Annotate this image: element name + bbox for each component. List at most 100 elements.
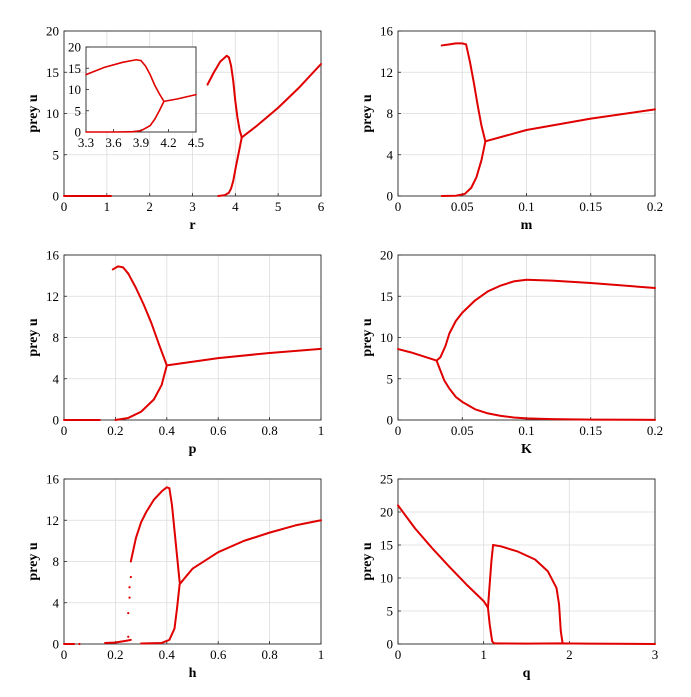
y-tick-label: 10 <box>68 82 81 97</box>
data-series <box>397 278 656 421</box>
y-tick-label: 0 <box>53 637 60 652</box>
x-tick-label: 0.2 <box>647 199 663 214</box>
y-tick-label: 5 <box>387 371 394 386</box>
x-tick-label: 0.05 <box>451 423 474 438</box>
y-tick-label: 10 <box>46 106 59 121</box>
x-tick-label: 0.4 <box>159 423 176 438</box>
x-tick-label: 3.3 <box>78 135 94 150</box>
series-branch <box>140 583 181 645</box>
y-tick-label: 0 <box>53 413 60 428</box>
y-tick-label: 15 <box>68 61 81 76</box>
y-tick-label: 10 <box>380 571 393 586</box>
series-branch <box>440 42 468 47</box>
series-branch <box>440 140 487 197</box>
series-branch <box>435 359 656 421</box>
x-axis-label: m <box>521 218 533 233</box>
panel-q: 0 1 2 3 0 5 10 15 20 25 q prey u <box>360 472 658 682</box>
y-tick-label: 20 <box>380 505 393 520</box>
x-tick-label: 0.6 <box>210 647 227 662</box>
series-branch <box>397 348 438 362</box>
y-tick-label: 5 <box>53 147 60 162</box>
series-branch <box>178 519 322 586</box>
plot-area <box>86 47 196 132</box>
y-tick-label: 0 <box>75 125 82 140</box>
series-branch <box>397 504 489 609</box>
x-tick-label: 1 <box>318 647 325 662</box>
x-tick-label: 2 <box>146 199 153 214</box>
series-branch <box>492 544 561 606</box>
x-tick-label: 0 <box>395 199 402 214</box>
x-tick-label: 0 <box>395 647 402 662</box>
data-series <box>63 265 322 421</box>
x-tick-label: 0 <box>61 199 68 214</box>
data-point <box>78 642 81 646</box>
data-point <box>128 586 131 589</box>
plot-area <box>398 479 655 644</box>
y-tick-label: 20 <box>46 24 59 39</box>
series-branch <box>111 265 130 275</box>
x-tick-label: 0.15 <box>579 199 602 214</box>
series-branch <box>104 638 132 644</box>
x-axis-label: K <box>521 442 532 457</box>
x-tick-label: 4.2 <box>160 135 176 150</box>
series-branch <box>114 364 168 421</box>
x-tick-label: 0.2 <box>107 647 123 662</box>
x-tick-label: 1 <box>104 199 111 214</box>
data-series <box>85 58 197 133</box>
y-tick-label: 16 <box>46 472 60 487</box>
x-tick-label: 0.2 <box>107 423 123 438</box>
y-axis-label: prey u <box>26 94 41 132</box>
y-tick-label: 25 <box>380 472 393 487</box>
y-tick-label: 4 <box>53 595 60 610</box>
x-tick-label: 4 <box>232 199 239 214</box>
series-branch <box>217 136 243 197</box>
y-tick-label: 0 <box>53 189 60 204</box>
x-tick-label: 0.05 <box>451 199 474 214</box>
series-branch <box>163 93 197 103</box>
panel-m: 0 0.05 0.1 0.15 0.2 0 4 8 12 16 m prey u <box>360 24 663 234</box>
x-tick-label: 0 <box>395 423 402 438</box>
y-tick-label: 0 <box>387 189 394 204</box>
series-branch <box>492 642 656 645</box>
data-point <box>127 611 130 615</box>
y-axis-label: prey u <box>26 318 41 356</box>
y-tick-label: 20 <box>380 248 393 263</box>
x-tick-label: 0.2 <box>647 423 663 438</box>
series-branch <box>227 56 243 139</box>
x-tick-label: 3.6 <box>105 135 122 150</box>
y-tick-label: 5 <box>75 103 82 118</box>
series-branch <box>486 544 495 609</box>
series-branch <box>140 59 165 103</box>
x-tick-label: 3 <box>189 199 196 214</box>
y-tick-label: 20 <box>68 40 81 55</box>
data-series <box>63 54 322 197</box>
series-branch <box>168 487 181 584</box>
x-tick-label: 4.5 <box>188 135 204 150</box>
y-tick-label: 15 <box>380 289 393 304</box>
y-tick-label: 8 <box>53 554 60 569</box>
series-branch <box>85 100 165 133</box>
panel-p: 0 0.2 0.4 0.6 0.8 1 0 4 8 12 16 p prey u <box>26 248 324 458</box>
x-tick-label: 1 <box>480 647 487 662</box>
data-point <box>128 596 131 599</box>
x-tick-label: 0 <box>61 647 68 662</box>
x-tick-label: 0 <box>61 423 68 438</box>
x-tick-label: 5 <box>275 199 282 214</box>
y-tick-label: 12 <box>380 65 393 80</box>
x-tick-label: 0.8 <box>261 647 277 662</box>
data-series <box>440 42 656 197</box>
y-tick-label: 12 <box>46 289 59 304</box>
series-branch <box>206 54 230 86</box>
x-tick-label: 0.1 <box>518 199 534 214</box>
data-series <box>63 486 322 646</box>
x-tick-label: 1 <box>318 423 325 438</box>
series-branch <box>127 272 168 367</box>
x-tick-label: 6 <box>318 199 325 214</box>
x-tick-label: 0.8 <box>261 423 277 438</box>
series-branch <box>486 606 495 645</box>
series-branch <box>465 43 487 143</box>
x-tick-label: 0.4 <box>159 647 176 662</box>
panel-h: 0 0.2 0.4 0.6 0.8 1 0 4 8 12 16 h prey u <box>26 472 324 682</box>
